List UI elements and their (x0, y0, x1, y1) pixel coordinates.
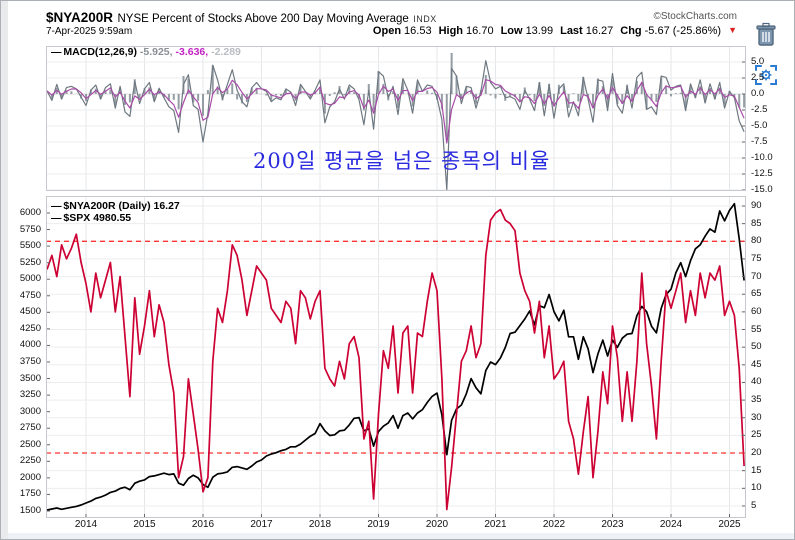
tick-label: 5750 (19, 223, 41, 235)
tick-label: -7.5 (751, 136, 768, 147)
chart-header: $NYA200R NYSE Percent of Stocks Above 20… (46, 9, 746, 27)
change-down-arrow-icon[interactable]: ▼ (728, 25, 737, 35)
tick-label: -2.5 (751, 104, 768, 115)
tick-label: 3500 (19, 372, 41, 384)
tick-label: 20 (751, 447, 762, 459)
spx-line-marker-icon: — (51, 212, 61, 224)
tick-label: 2022 (542, 519, 566, 530)
high-label: High (438, 25, 464, 37)
spx-legend-label: $SPX 4980.55 (63, 212, 132, 224)
chart-title: NYSE Percent of Stocks Above 200 Day Mov… (117, 13, 409, 25)
tick-label: 35 (751, 394, 762, 406)
macd-hist-value: -2.289 (211, 46, 241, 58)
tick-label: 1750 (19, 488, 41, 500)
tick-label: 2000 (19, 471, 41, 483)
last-label: Last (560, 25, 583, 37)
datetime-label: 7-Apr-2025 9:59am (46, 26, 133, 37)
low-value: 13.99 (525, 25, 554, 37)
tick-label: 2025 (718, 519, 741, 530)
tick-label: 2016 (191, 519, 215, 530)
tick-label: 2.5 (751, 72, 765, 83)
macd-signal-value: -3.636, (175, 46, 209, 58)
tick-label: 2019 (367, 519, 390, 530)
tick-label: 30 (751, 411, 762, 423)
macd-line-marker-icon: — (51, 46, 61, 58)
tick-label: 2021 (484, 519, 507, 530)
macd-name: MACD(12,26,9) (63, 46, 137, 58)
tick-label: 40 (751, 376, 762, 388)
page-bottom-margin (8, 533, 794, 539)
tick-label: 2250 (19, 455, 41, 467)
tick-label: 25 (751, 429, 762, 441)
tick-label: 45 (751, 358, 762, 370)
tick-label: -10.0 (751, 152, 773, 163)
macd-legend: — MACD(12,26,9) -5.925, -3.636, -2.289 (51, 46, 241, 58)
tick-label: 2014 (74, 519, 98, 530)
copyright-label: ©StockCharts.com (653, 11, 737, 22)
tick-label: -5.0 (751, 120, 768, 131)
low-label: Low (500, 25, 523, 37)
tick-label: 4750 (19, 289, 41, 301)
tick-label: 65 (751, 288, 762, 300)
page-left-margin (1, 1, 8, 539)
tick-label: 90 (751, 200, 762, 211)
main-chart-legend: — $NYA200R (Daily) 16.27 — $SPX 4980.55 (51, 200, 180, 224)
tick-label: 15 (751, 464, 762, 476)
tick-label: 2018 (308, 519, 332, 530)
tick-label: 0.0 (751, 88, 765, 99)
tick-label: 2024 (659, 519, 683, 530)
tick-label: 4500 (19, 306, 41, 318)
nya200r-legend-label: $NYA200R (Daily) 16.27 (63, 200, 180, 212)
macd-value: -5.925, (139, 46, 173, 58)
tick-label: 2500 (19, 438, 41, 450)
tick-label: 80 (751, 235, 762, 247)
tick-label: 5250 (19, 256, 41, 268)
exchange-label: INDX (413, 14, 437, 24)
tick-label: 2015 (133, 519, 156, 530)
tick-label: 3250 (19, 389, 41, 401)
tick-label: 3000 (19, 405, 41, 417)
tick-label: 2017 (250, 519, 273, 530)
korean-annotation: 200일 평균을 넘은 종목의 비율 (253, 149, 551, 173)
tick-label: 3750 (19, 355, 41, 367)
tick-label: 70 (751, 270, 762, 282)
tick-label: 2750 (19, 422, 41, 434)
tick-label: 10 (751, 482, 762, 494)
tick-label: 4250 (19, 322, 41, 334)
tick-label: 1500 (19, 504, 41, 516)
tick-label: 75 (751, 252, 762, 264)
open-label: Open (372, 25, 402, 37)
tick-label: 6000 (19, 207, 41, 218)
tick-label: -12.5 (751, 168, 773, 179)
tick-label: 55 (751, 323, 762, 335)
macd-chart (46, 46, 746, 191)
nya200r-line-marker-icon: — (51, 200, 61, 212)
tick-label: 85 (751, 217, 762, 229)
tick-label: 5000 (19, 273, 41, 285)
left-axis: 6000 5750 5500 5250 5000 4750 4500 4250 4000 3750… (1, 1, 44, 539)
trash-icon[interactable] (752, 21, 780, 49)
symbol-label: $NYA200R (46, 10, 114, 25)
tick-label: 5500 (19, 240, 41, 252)
tick-label: 5.0 (751, 56, 765, 67)
tick-label: 60 (751, 305, 762, 317)
tick-label: 2023 (601, 519, 624, 530)
right-axis: 5.0 2.5 0.0 -2.5 -5.0 -7.5 -10.0 -12.5 -15.0 90 85… (748, 1, 794, 539)
chg-value: -5.67 (-25.86%) (644, 25, 722, 37)
x-axis: 2014 2015 2016 2017 2018 2019 2020 2021 2022 2023… (1, 518, 794, 532)
gear-crop-icon[interactable] (752, 61, 780, 89)
tick-label: 2020 (425, 519, 449, 530)
high-value: 16.70 (466, 25, 494, 37)
tick-label: 50 (751, 341, 762, 353)
chg-label: Chg (620, 25, 642, 37)
quote-bar: Open 16.53 High 16.70 Low 13.99 Last 16.27 Chg -5… (373, 25, 737, 37)
tick-label: -15.0 (751, 184, 773, 195)
tick-label: 4000 (19, 339, 41, 351)
open-value: 16.53 (404, 25, 432, 37)
last-value: 16.27 (585, 25, 614, 37)
main-chart (46, 196, 746, 518)
tick-label: 5 (751, 499, 757, 511)
